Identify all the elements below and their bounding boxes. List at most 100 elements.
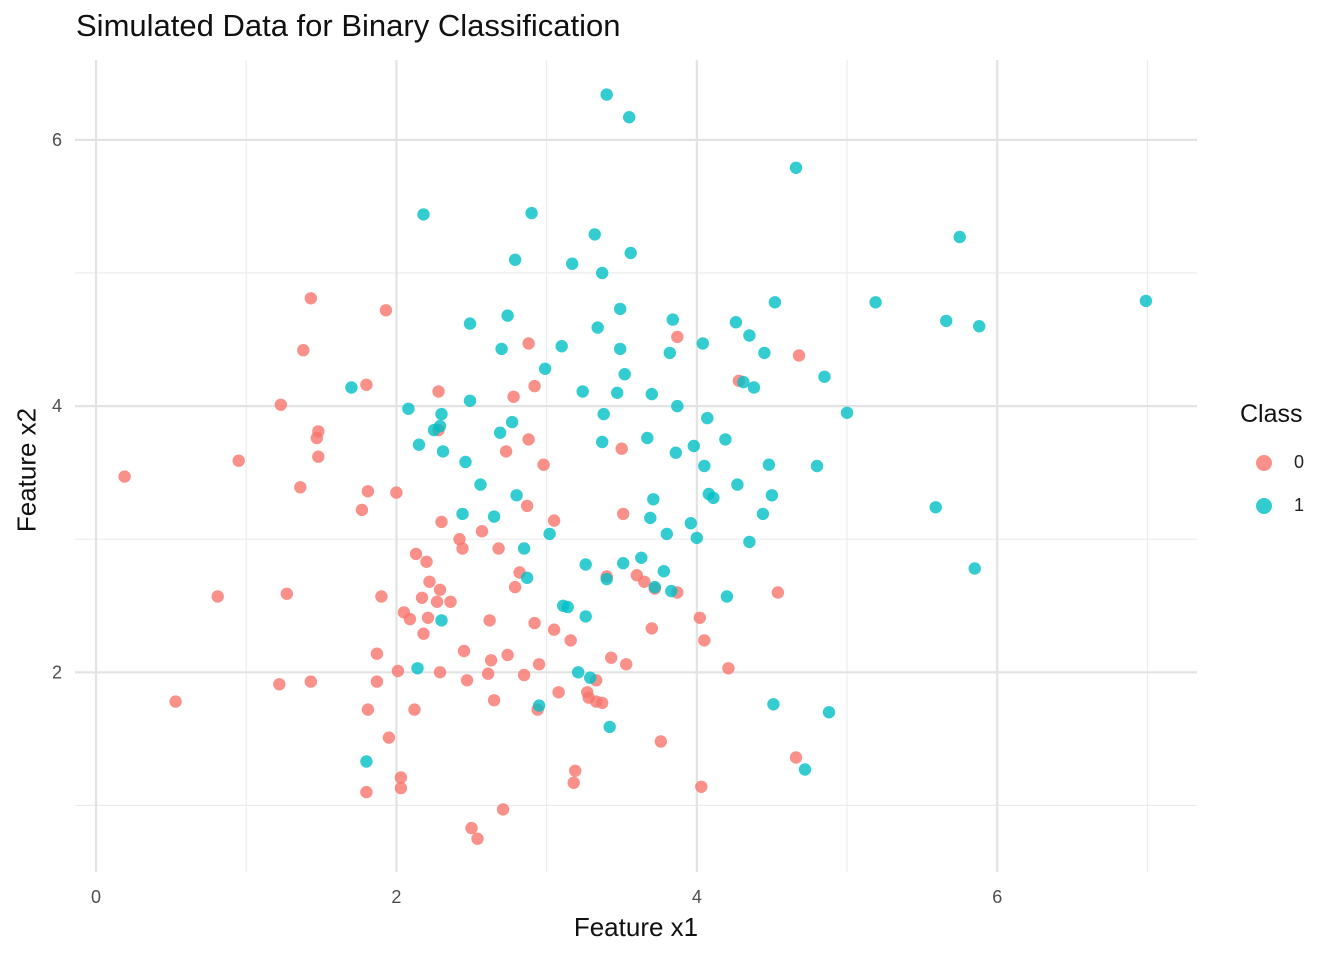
data-point-class-1 — [591, 321, 604, 334]
data-point-class-1 — [940, 314, 953, 328]
data-point-class-1 — [665, 584, 678, 598]
data-point-class-0 — [409, 547, 423, 561]
data-point-class-1 — [493, 426, 507, 439]
data-point-class-0 — [382, 731, 396, 744]
y-tick-label: 6 — [52, 130, 62, 150]
data-point-class-0 — [375, 590, 388, 603]
data-point-class-1 — [520, 571, 534, 584]
data-point-class-1 — [684, 517, 697, 530]
data-point-class-1 — [412, 438, 426, 451]
data-point-class-1 — [525, 206, 538, 220]
data-point-class-0 — [370, 647, 384, 660]
data-point-class-0 — [522, 337, 535, 350]
data-point-class-1 — [719, 433, 732, 446]
data-point-class-1 — [968, 562, 981, 575]
data-point-class-1 — [505, 415, 519, 429]
y-tick-label: 2 — [52, 662, 62, 682]
data-point-class-0 — [722, 662, 735, 675]
data-point-class-0 — [569, 764, 582, 777]
data-point-class-1 — [669, 446, 682, 459]
data-point-class-1 — [810, 459, 824, 473]
data-point-class-1 — [660, 527, 673, 541]
legend-key-class-1 — [1256, 497, 1272, 514]
data-point-class-1 — [720, 590, 734, 603]
data-point-class-1 — [463, 394, 477, 407]
data-point-class-1 — [501, 309, 514, 322]
data-point-class-0 — [547, 623, 561, 636]
data-point-class-1 — [417, 208, 430, 221]
data-point-class-0 — [430, 595, 444, 608]
data-point-class-1 — [584, 671, 597, 684]
data-point-class-1 — [611, 386, 624, 399]
data-point-class-0 — [501, 648, 514, 662]
data-point-class-0 — [457, 644, 471, 658]
data-point-class-1 — [435, 407, 448, 421]
data-point-class-1 — [572, 666, 585, 679]
data-point-class-0 — [471, 832, 484, 845]
data-point-class-0 — [484, 654, 498, 667]
data-point-class-0 — [465, 821, 478, 835]
data-point-class-1 — [617, 557, 630, 570]
data-point-class-1 — [579, 558, 592, 571]
data-point-class-1 — [517, 542, 531, 555]
data-point-class-1 — [600, 88, 613, 101]
data-point-class-1 — [614, 342, 627, 356]
data-point-class-0 — [415, 591, 429, 604]
data-point-class-0 — [294, 481, 307, 494]
data-point-class-1 — [648, 580, 661, 594]
data-point-class-0 — [433, 583, 447, 596]
data-point-class-0 — [499, 445, 513, 458]
data-point-class-0 — [312, 450, 325, 463]
legend: Class 0 1 — [1240, 400, 1304, 527]
data-point-class-0 — [408, 703, 421, 716]
y-axis-label: Feature x2 — [11, 407, 42, 533]
data-point-class-0 — [517, 668, 531, 682]
data-point-class-1 — [433, 419, 447, 433]
data-point-class-0 — [483, 614, 496, 627]
data-point-class-0 — [312, 425, 325, 438]
data-point-class-0 — [432, 385, 445, 398]
data-point-class-1 — [588, 228, 601, 241]
data-point-class-1 — [840, 406, 854, 419]
data-point-class-0 — [638, 575, 651, 588]
data-point-class-1 — [576, 385, 589, 398]
data-point-class-1 — [737, 375, 750, 389]
data-point-class-0 — [596, 696, 609, 710]
data-point-class-1 — [474, 478, 487, 491]
data-point-class-0 — [403, 612, 417, 626]
data-point-class-1 — [687, 439, 700, 453]
data-point-class-0 — [605, 651, 618, 664]
data-point-class-0 — [421, 611, 435, 624]
data-point-class-1 — [566, 257, 579, 270]
data-point-class-1 — [698, 459, 711, 473]
data-point-class-1 — [623, 111, 636, 124]
legend-label-class-1: 1 — [1294, 495, 1305, 515]
data-point-class-1 — [463, 317, 477, 330]
data-point-class-1 — [435, 614, 448, 627]
data-point-class-0 — [433, 666, 447, 679]
legend-item-class-1: 1 — [1240, 484, 1304, 527]
data-point-class-0 — [671, 330, 684, 344]
data-point-class-1 — [768, 296, 782, 309]
data-point-class-0 — [394, 771, 408, 784]
data-point-class-1 — [459, 455, 472, 469]
x-axis-label: Feature x1 — [573, 912, 699, 942]
data-point-class-1 — [690, 531, 703, 545]
data-point-class-1 — [729, 316, 743, 329]
data-point-class-0 — [620, 658, 633, 671]
data-point-class-1 — [822, 706, 836, 719]
data-point-class-1 — [644, 511, 657, 525]
data-point-class-0 — [360, 785, 373, 799]
data-point-class-0 — [361, 703, 375, 716]
data-point-class-1 — [596, 266, 609, 280]
data-point-class-0 — [654, 735, 667, 748]
x-tick-label: 4 — [692, 887, 702, 907]
data-point-class-0 — [417, 627, 430, 640]
data-point-class-0 — [361, 485, 375, 498]
data-point-class-1 — [635, 551, 648, 564]
data-point-class-0 — [453, 533, 466, 546]
data-point-class-1 — [597, 407, 610, 421]
data-point-class-0 — [528, 616, 541, 630]
data-point-class-1 — [487, 510, 501, 523]
data-point-class-1 — [596, 435, 609, 449]
